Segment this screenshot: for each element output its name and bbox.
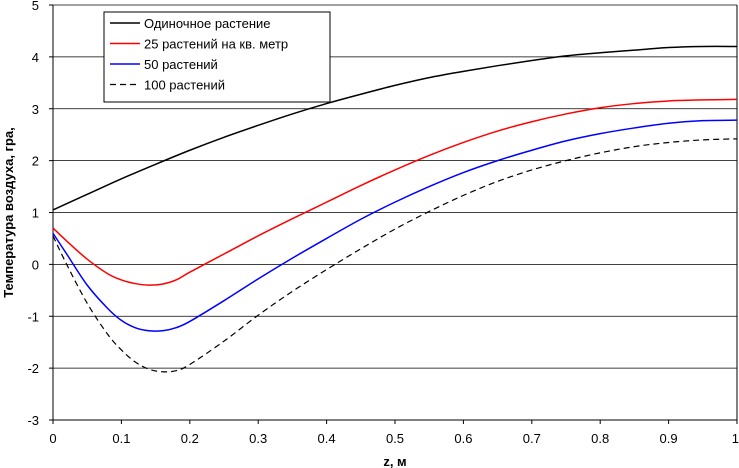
y-tick-label-1: -2 [27, 361, 39, 376]
series-line-0 [52, 45, 738, 211]
legend-label-1: 25 растений на кв. метр [144, 37, 288, 52]
x-axis-title: z, м [383, 454, 406, 468]
axes [49, 4, 738, 424]
legend-label-2: 50 растений [144, 57, 218, 72]
x-tick-label-1: 0.1 [112, 431, 130, 446]
x-tick-label-4: 0.4 [318, 431, 336, 446]
series-line-3 [52, 138, 738, 373]
x-tick-labels: 0 0.1 0.2 0.3 0.4 0.5 0.6 0.7 0.8 0.9 1 [49, 431, 739, 446]
y-tick-label-4: 1 [32, 206, 39, 221]
y-tick-labels: -3 -2 -1 0 1 2 3 4 5 [27, 0, 39, 428]
y-tick-label-2: -1 [27, 309, 39, 324]
x-tick-label-10: 1 [732, 431, 739, 446]
legend-box [103, 11, 331, 103]
x-tick-label-0: 0 [49, 431, 56, 446]
legend-label-0: Одиночное растение [144, 16, 271, 31]
y-tick-label-7: 4 [32, 50, 39, 65]
x-tick-label-3: 0.3 [249, 431, 267, 446]
y-tick-label-5: 2 [32, 154, 39, 169]
legend: Одиночное растение 25 растений на кв. мет… [103, 11, 331, 103]
series-line-1 [52, 98, 738, 286]
x-tick-label-9: 0.9 [660, 431, 678, 446]
y-tick-label-8: 5 [32, 0, 39, 13]
y-tick-label-0: -3 [27, 413, 39, 428]
x-tick-label-2: 0.2 [181, 431, 199, 446]
x-tick-label-7: 0.7 [523, 431, 541, 446]
y-tick-label-3: 0 [32, 257, 39, 272]
series-line-2 [52, 119, 738, 332]
y-axis-title: Температура воздуха, гра, [1, 127, 16, 298]
x-tick-label-6: 0.6 [454, 431, 472, 446]
series-lines [52, 45, 738, 373]
legend-label-3: 100 растений [144, 78, 225, 93]
x-tick-label-5: 0.5 [386, 431, 404, 446]
x-tick-label-8: 0.8 [591, 431, 609, 446]
y-tick-label-6: 3 [32, 102, 39, 117]
